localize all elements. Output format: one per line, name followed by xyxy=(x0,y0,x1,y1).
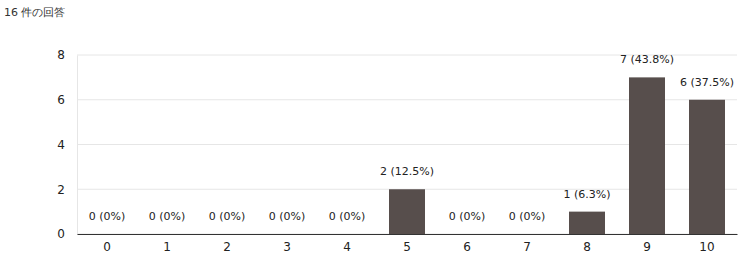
chart: 16 件の回答024680123456789100 (0%)0 (0%)0 (0… xyxy=(0,0,744,276)
y-tick-label: 8 xyxy=(57,48,65,62)
x-tick-label: 6 xyxy=(463,240,471,254)
x-tick: 7 xyxy=(523,234,531,254)
y-tick: 8 xyxy=(57,48,77,62)
x-tick: 0 xyxy=(103,234,111,254)
x-tick: 1 xyxy=(163,234,171,254)
x-tick: 3 xyxy=(283,234,291,254)
y-tick: 0 xyxy=(57,227,77,241)
bar xyxy=(209,234,245,235)
x-tick: 5 xyxy=(403,234,411,254)
data-label: 2 (12.5%) xyxy=(380,165,434,178)
x-tick-label: 9 xyxy=(643,240,651,254)
x-tick: 4 xyxy=(343,234,351,254)
x-tick-label: 10 xyxy=(699,240,714,254)
bars xyxy=(389,77,725,234)
title: 16 件の回答 xyxy=(4,6,66,19)
data-label: 0 (0%) xyxy=(449,210,486,223)
bar xyxy=(329,234,365,235)
y-tick-label: 0 xyxy=(57,227,65,241)
x-tick-label: 5 xyxy=(403,240,411,254)
x-tick: 8 xyxy=(583,234,591,254)
bar xyxy=(449,234,485,235)
data-label: 0 (0%) xyxy=(509,210,546,223)
bar xyxy=(509,234,545,235)
x-axis-line xyxy=(78,234,738,235)
bar xyxy=(149,234,185,235)
y-axis-line xyxy=(77,56,78,235)
data-labels: 0 (0%) 0 (0%) 0 (0%) 0 (0%) 0 (0%) 2 (12.5%) 0… xyxy=(89,53,734,223)
y-tick: 2 xyxy=(57,183,77,197)
y-tick-label: 6 xyxy=(57,93,65,107)
data-label: 0 (0%) xyxy=(209,210,246,223)
data-label: 6 (37.5%) xyxy=(680,76,734,89)
y-axis: 0 2 4 6 8 xyxy=(57,48,77,241)
bar xyxy=(689,100,725,234)
bar xyxy=(629,77,665,234)
data-label: 0 (0%) xyxy=(89,210,126,223)
bar xyxy=(89,234,125,235)
x-tick: 2 xyxy=(223,234,231,254)
grid xyxy=(77,55,737,234)
data-label: 0 (0%) xyxy=(149,210,186,223)
y-tick-label: 4 xyxy=(57,138,65,152)
y-tick-label: 2 xyxy=(57,183,65,197)
data-label: 7 (43.8%) xyxy=(620,53,674,66)
x-tick: 6 xyxy=(463,234,471,254)
y-tick: 4 xyxy=(57,138,77,152)
x-tick-label: 2 xyxy=(223,240,231,254)
x-tick-label: 4 xyxy=(343,240,351,254)
x-tick-label: 7 xyxy=(523,240,531,254)
x-tick-label: 1 xyxy=(163,240,171,254)
bar xyxy=(269,234,305,235)
data-label: 1 (6.3%) xyxy=(563,188,610,201)
x-tick: 10 xyxy=(699,234,714,254)
data-label: 0 (0%) xyxy=(269,210,306,223)
data-label: 0 (0%) xyxy=(329,210,366,223)
x-axis: 0 1 2 3 4 5 6 7 8 9 10 xyxy=(78,234,738,254)
x-tick: 9 xyxy=(643,234,651,254)
bar xyxy=(389,189,425,234)
x-tick-label: 3 xyxy=(283,240,291,254)
x-tick-label: 0 xyxy=(103,240,111,254)
bar xyxy=(569,212,605,234)
x-tick-label: 8 xyxy=(583,240,591,254)
y-tick: 6 xyxy=(57,93,77,107)
